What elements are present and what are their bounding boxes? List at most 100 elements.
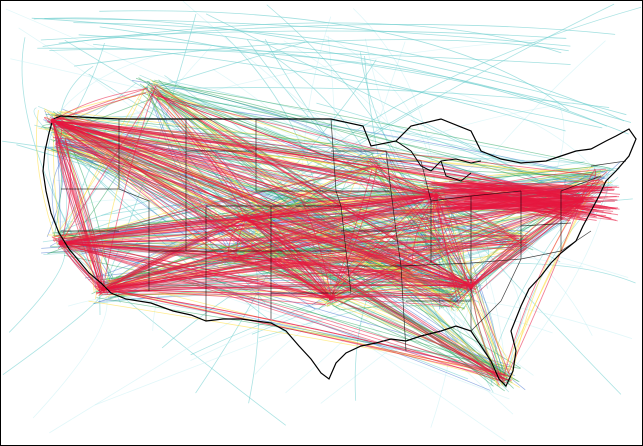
flight-route bbox=[102, 235, 521, 290]
flight-route bbox=[453, 244, 508, 380]
flight-route bbox=[102, 288, 507, 377]
flight-route bbox=[243, 195, 437, 219]
flight-route bbox=[368, 157, 472, 287]
flight-route bbox=[155, 84, 472, 287]
flight-route bbox=[55, 126, 437, 197]
flight-route bbox=[142, 86, 592, 187]
flight-route bbox=[445, 90, 602, 177]
flight-route bbox=[101, 195, 437, 285]
flight-route bbox=[60, 242, 510, 378]
flight-route bbox=[45, 114, 598, 185]
flight-route bbox=[330, 293, 453, 299]
flight-route bbox=[52, 120, 103, 287]
flight-route bbox=[52, 120, 473, 290]
flight-route bbox=[60, 242, 511, 382]
flight-route bbox=[472, 200, 615, 202]
flight-route bbox=[52, 120, 455, 308]
flight-route bbox=[52, 120, 597, 177]
flight-route bbox=[60, 242, 476, 290]
flight-route bbox=[150, 89, 472, 287]
flight-route bbox=[330, 297, 454, 307]
state-borders bbox=[61, 118, 627, 352]
flight-route bbox=[468, 186, 596, 191]
flight-route bbox=[297, 191, 437, 197]
flight-route bbox=[40, 30, 567, 41]
flight-route bbox=[425, 202, 588, 221]
flight-route bbox=[470, 285, 500, 386]
flight-route bbox=[55, 116, 332, 299]
flight-route bbox=[455, 190, 597, 205]
flight-route bbox=[449, 200, 572, 210]
flight-route bbox=[151, 93, 616, 171]
flight-route bbox=[245, 218, 503, 383]
flight-route bbox=[460, 186, 580, 197]
flight-route bbox=[60, 242, 102, 293]
flight-route bbox=[52, 120, 337, 303]
flight-route bbox=[408, 183, 613, 273]
flight-route bbox=[150, 87, 610, 108]
flight-route bbox=[68, 289, 332, 307]
flight-route bbox=[52, 120, 508, 381]
flight-route bbox=[58, 24, 616, 44]
flight-route bbox=[58, 116, 472, 287]
flight-route bbox=[102, 239, 520, 290]
flight-route bbox=[295, 194, 437, 206]
flight-route bbox=[427, 182, 604, 203]
flight-route bbox=[52, 120, 378, 161]
hub-marker bbox=[578, 198, 584, 204]
flight-route bbox=[245, 218, 412, 269]
flight-route bbox=[52, 120, 239, 256]
flight-route bbox=[52, 122, 104, 290]
great-lakes-outline bbox=[395, 140, 482, 182]
flight-route bbox=[369, 157, 472, 287]
flight-route bbox=[427, 205, 607, 217]
flight-route bbox=[330, 285, 465, 299]
flight-route bbox=[245, 218, 329, 296]
flight-route bbox=[102, 268, 405, 290]
flight-route bbox=[233, 195, 437, 260]
flight-route bbox=[405, 262, 636, 284]
flight-route bbox=[49, 48, 608, 127]
flight-route bbox=[60, 242, 508, 384]
flight-route bbox=[61, 88, 145, 244]
flight-route bbox=[461, 189, 611, 219]
flight-route bbox=[99, 10, 569, 111]
hub-marker bbox=[243, 216, 249, 222]
flight-route bbox=[51, 123, 437, 197]
flight-route bbox=[258, 285, 472, 339]
flight-route bbox=[37, 47, 571, 65]
flight-route bbox=[150, 84, 332, 299]
flight-route bbox=[302, 203, 472, 287]
hub-marker bbox=[58, 240, 64, 246]
flight-route bbox=[102, 224, 252, 290]
flight-route bbox=[33, 17, 627, 116]
flight-route bbox=[44, 116, 54, 123]
flight-route bbox=[52, 120, 337, 297]
flight-route bbox=[435, 195, 511, 376]
flight-route bbox=[155, 98, 375, 155]
flight-route bbox=[60, 91, 155, 244]
flight-route bbox=[300, 197, 332, 299]
flight-route bbox=[49, 116, 332, 299]
flight-route bbox=[60, 242, 467, 290]
flight-route bbox=[249, 216, 472, 287]
flight-route bbox=[99, 200, 582, 287]
hub-marker bbox=[328, 295, 334, 301]
flight-route bbox=[44, 18, 571, 47]
flight-route bbox=[31, 17, 629, 135]
flight-route bbox=[54, 143, 247, 220]
flight-route bbox=[435, 204, 602, 209]
flight-route bbox=[300, 102, 574, 202]
flight-route bbox=[52, 92, 147, 122]
flight-route bbox=[93, 43, 603, 129]
flight-route bbox=[52, 120, 106, 294]
flight-route bbox=[102, 85, 157, 290]
flight-route bbox=[229, 255, 472, 287]
flight-route bbox=[444, 185, 569, 198]
flight-route bbox=[52, 120, 250, 215]
flight-route bbox=[378, 157, 600, 185]
flight-route bbox=[445, 191, 569, 201]
flight-route bbox=[450, 205, 604, 210]
flight-route bbox=[60, 242, 286, 426]
